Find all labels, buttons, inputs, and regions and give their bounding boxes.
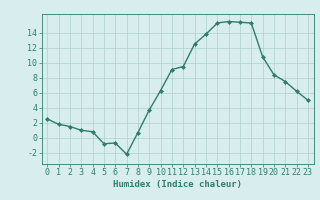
X-axis label: Humidex (Indice chaleur): Humidex (Indice chaleur) — [113, 180, 242, 189]
